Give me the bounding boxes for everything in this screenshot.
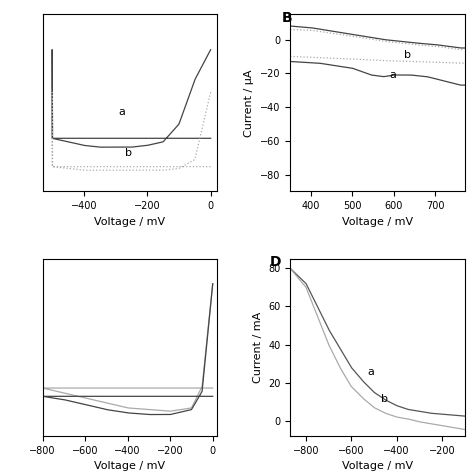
X-axis label: Voltage / mV: Voltage / mV [94,461,165,471]
X-axis label: Voltage / mV: Voltage / mV [342,217,413,227]
Text: a: a [390,70,397,81]
Text: a: a [118,107,126,117]
Text: B: B [282,11,292,25]
Text: b: b [404,50,411,60]
Text: b: b [381,394,388,404]
Text: b: b [125,148,132,158]
X-axis label: Voltage / mV: Voltage / mV [342,461,413,471]
Text: a: a [367,367,374,377]
Text: D: D [269,255,281,269]
X-axis label: Voltage / mV: Voltage / mV [94,217,165,227]
Y-axis label: Current / mA: Current / mA [253,312,263,383]
Y-axis label: Current / μA: Current / μA [245,69,255,137]
